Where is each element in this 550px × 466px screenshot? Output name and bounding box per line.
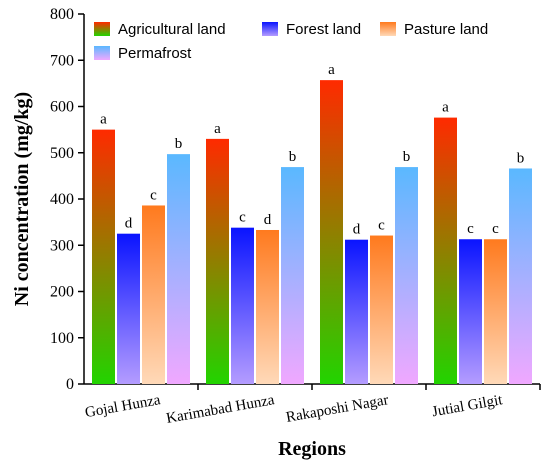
significance-letter: c [467, 221, 474, 237]
y-axis-title: Ni concentration (mg/kg) [11, 92, 33, 306]
significance-letter: b [403, 149, 411, 165]
significance-letter: d [264, 212, 272, 228]
y-tick-label: 300 [50, 237, 74, 254]
significance-letter: a [100, 112, 107, 128]
y-tick-label: 600 [50, 99, 74, 116]
significance-letter: a [442, 100, 449, 116]
legend-label: Pasture land [404, 21, 488, 38]
bar [345, 239, 368, 384]
x-axis-ticks: Gojal Hunza Karimabad Hunza Rakaposhi Naga… [84, 384, 541, 427]
significance-letter: d [125, 216, 133, 232]
bar [167, 154, 190, 384]
bar [320, 80, 343, 384]
bar [206, 138, 229, 384]
bar [484, 239, 507, 384]
x-axis-title: Regions [278, 438, 346, 460]
significance-letter: b [175, 136, 183, 152]
bar [459, 239, 482, 384]
legend-label: Forest land [286, 21, 361, 38]
bar [434, 117, 457, 384]
legend-swatch [380, 22, 396, 36]
significance-letter: d [353, 222, 361, 238]
legend-label: Agricultural land [118, 21, 226, 38]
bar [370, 235, 393, 384]
bar [92, 129, 115, 384]
significance-labels: a d c b a c d b a d c b a c c b [100, 62, 524, 238]
legend-swatch [94, 22, 110, 36]
x-tick-label: Karimabad Hunza [165, 392, 276, 427]
legend: Agricultural land Forest land Pasture land… [94, 21, 488, 62]
bar [509, 168, 532, 384]
x-tick-label: Jutial Gilgit [431, 392, 505, 420]
y-axis-ticks: 0 100 200 300 400 500 600 700 800 [50, 6, 84, 393]
y-tick-label: 700 [50, 52, 74, 69]
bar [256, 229, 279, 384]
significance-letter: c [492, 221, 499, 237]
y-tick-label: 200 [50, 284, 74, 301]
legend-swatch [94, 46, 110, 60]
significance-letter: b [289, 149, 297, 165]
bar [117, 233, 140, 384]
legend-swatch [262, 22, 278, 36]
legend-label: Permafrost [118, 45, 192, 62]
significance-letter: c [239, 210, 246, 226]
significance-letter: a [214, 121, 221, 137]
x-tick-label: Rakaposhi Nagar [285, 392, 390, 426]
bar [395, 167, 418, 384]
y-tick-label: 0 [66, 376, 74, 393]
y-tick-label: 400 [50, 191, 74, 208]
y-tick-label: 800 [50, 6, 74, 23]
bars [92, 80, 532, 384]
significance-letter: c [150, 187, 157, 203]
y-tick-label: 100 [50, 330, 74, 347]
bar [142, 205, 165, 384]
significance-letter: b [517, 150, 525, 166]
x-tick-label: Gojal Hunza [84, 392, 162, 421]
bar [281, 167, 304, 384]
y-tick-label: 500 [50, 145, 74, 162]
bar [231, 227, 254, 384]
significance-letter: c [378, 218, 385, 234]
significance-letter: a [328, 62, 335, 78]
